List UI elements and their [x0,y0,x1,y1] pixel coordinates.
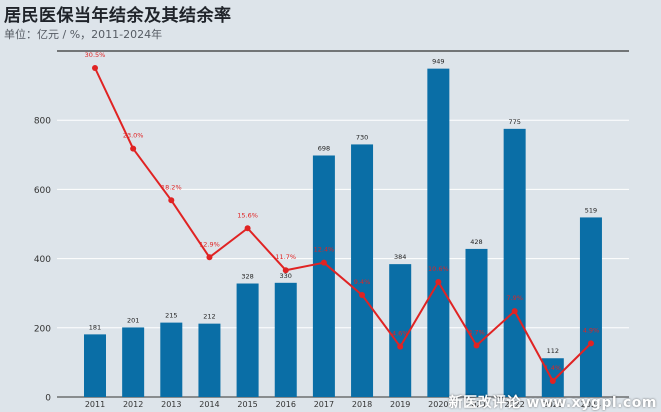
rate-value-label: 12.4% [314,246,335,254]
rate-point [92,65,98,71]
x-tick-label: 2019 [390,400,410,409]
chart-subtitle: 单位：亿元 / %，2011-2024年 [4,28,163,41]
x-tick-label: 2023 [543,400,563,409]
bar-value-label: 698 [318,144,330,152]
x-tick-label: 2017 [314,400,334,409]
x-tick-label: 2022 [504,400,524,409]
rate-point [168,197,175,204]
bar [465,248,488,397]
rate-point [473,342,480,349]
bar [84,334,106,397]
bar-value-label: 730 [356,133,368,141]
bar [122,327,145,397]
x-tick-label: 2016 [276,400,296,409]
rate-value-label: 15.6% [237,211,258,219]
rate-value-label: 23.0% [123,132,144,140]
rate-point [511,308,518,315]
x-tick-label: 2012 [123,400,143,409]
bar [351,144,374,397]
bar-value-label: 212 [203,313,215,321]
rate-value-label: 18.2% [161,183,182,191]
bar-value-label: 328 [241,273,253,281]
rate-value-label: 7.9% [506,294,523,302]
bar [389,264,412,397]
bar-value-label: 215 [165,312,177,320]
rate-line [94,67,592,382]
rate-point [435,279,442,286]
rate-value-label: 11.7% [275,253,296,261]
rate-value-label: 1.4% [545,364,562,372]
bar [541,358,564,397]
rate-point [244,225,251,232]
y-tick-label: 200 [34,324,51,334]
bar-value-label: 519 [585,206,597,214]
bar-value-label: 428 [470,238,482,246]
x-tick-label: 2013 [161,400,181,409]
rate-point [397,343,404,350]
rate-value-label: 10.6% [428,265,449,273]
bar [160,322,183,397]
bar [312,155,335,397]
x-tick-label: 2015 [237,400,257,409]
bar-value-label: 330 [280,272,292,280]
rate-point [130,145,137,152]
rate-value-label: 4.6% [392,330,409,338]
y-tick-label: 600 [34,186,51,196]
rate-point [320,259,327,266]
rate-point [587,340,594,347]
rate-value-label: 4.7% [468,329,485,337]
y-tick-label: 0 [45,394,51,404]
x-tick-label: 2011 [85,400,105,409]
bar [274,282,297,397]
y-tick-label: 400 [34,255,51,265]
bar-value-label: 181 [89,323,101,331]
x-tick-label: 2018 [352,400,372,409]
chart-title: 居民医保当年结余及其结余率 [4,6,232,26]
x-tick-label: 2021 [466,400,486,409]
rate-value-label: 30.5% [85,51,106,59]
rate-point [282,267,289,274]
bar-value-label: 112 [547,347,559,355]
rate-point [206,254,213,261]
rate-point [549,378,556,384]
bar-value-label: 201 [127,316,139,324]
bar-value-label: 949 [432,58,444,66]
rate-value-label: 4.9% [583,326,600,334]
y-tick-label: 800 [34,117,51,127]
rate-value-label: 12.9% [199,240,220,248]
rate-point [359,291,366,298]
bar [236,283,259,397]
x-tick-label: 2014 [199,400,219,409]
x-tick-label: 2020 [428,400,448,409]
rate-value-label: 9.4% [354,278,371,286]
x-tick-label: 2024 [581,400,601,409]
bar [198,323,221,397]
bar-value-label: 775 [508,118,520,126]
bar-value-label: 384 [394,253,406,261]
watermark: 新医改评论 www.xygpl.com [448,395,657,411]
bar [503,128,526,397]
bar [579,217,602,397]
bar [427,68,450,398]
